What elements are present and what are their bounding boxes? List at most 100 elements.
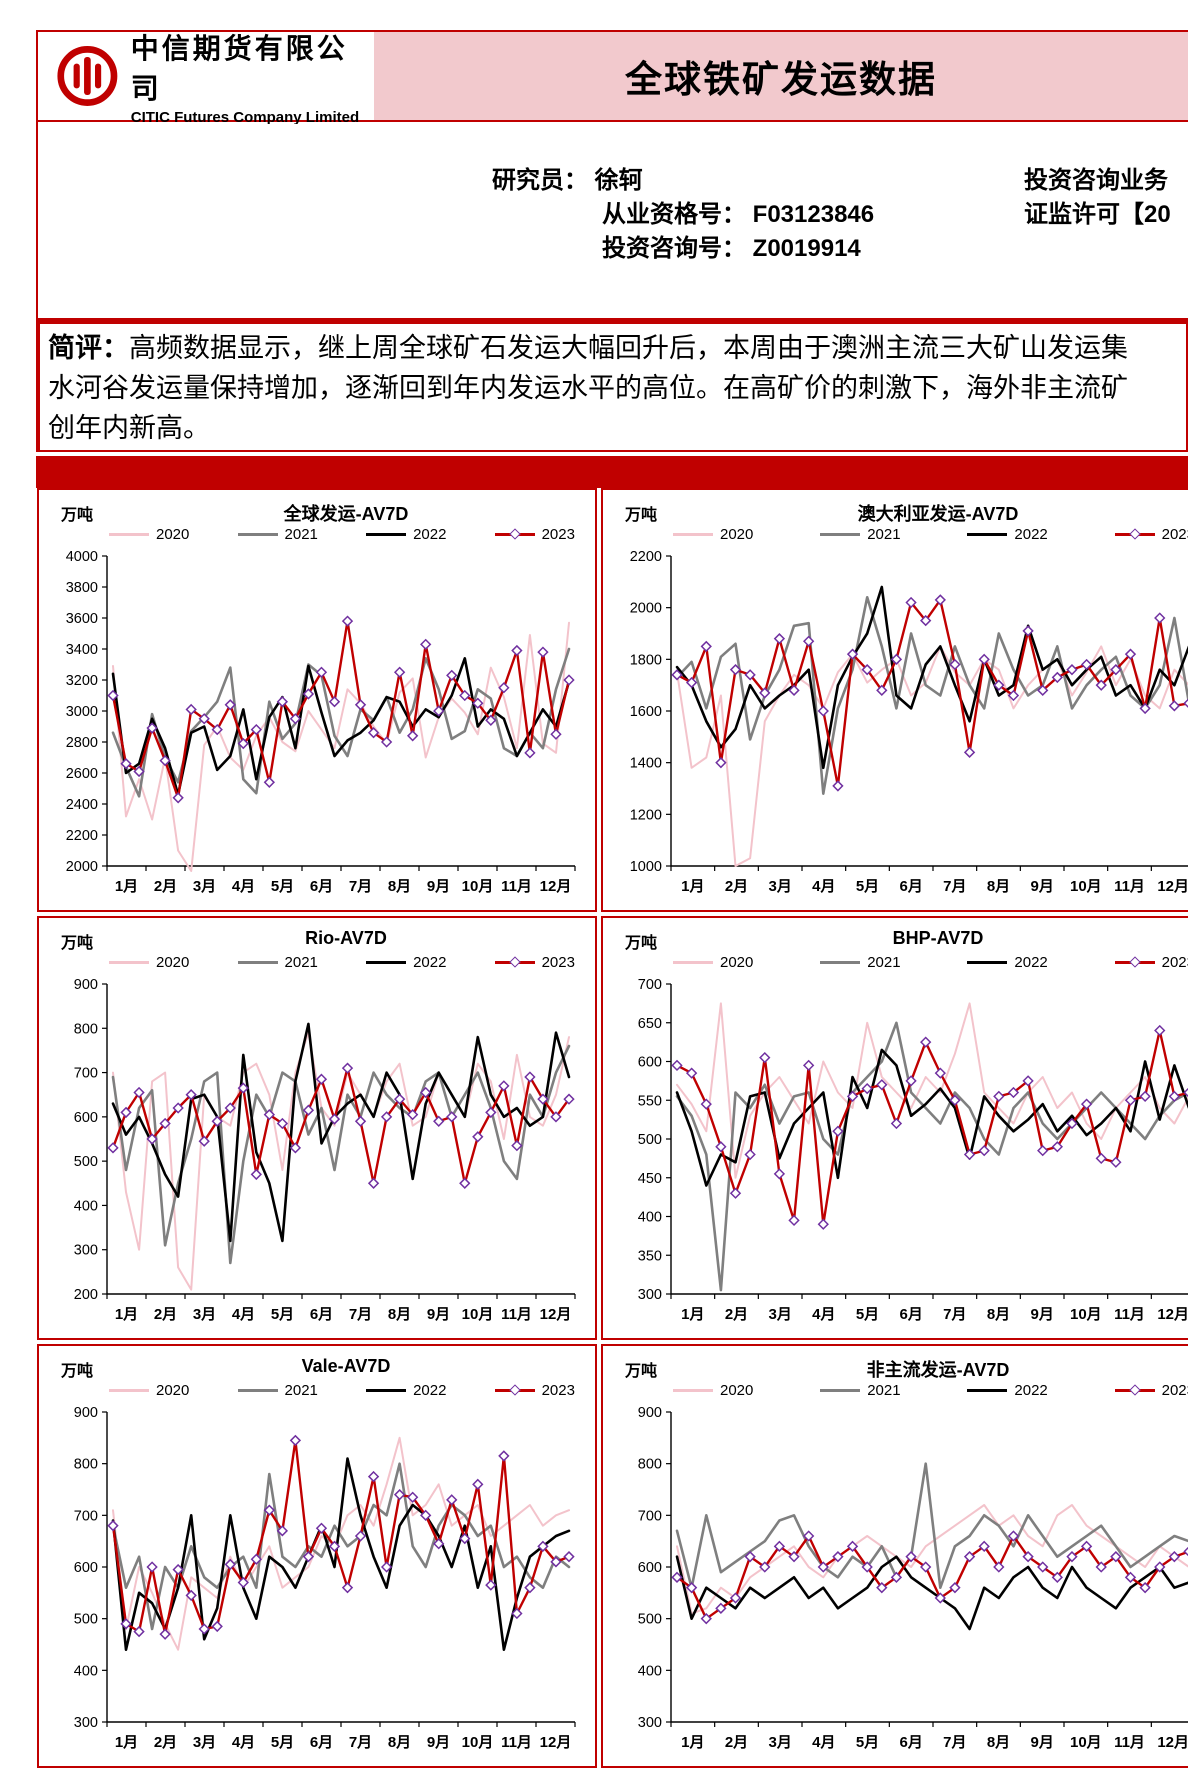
page-title: 全球铁矿发运数据 (625, 59, 937, 100)
legend-label: 2022 (413, 953, 447, 971)
svg-text:350: 350 (638, 1248, 662, 1264)
svg-text:1月: 1月 (681, 1306, 704, 1323)
legend-item-2023: 2023 (494, 1382, 575, 1399)
diamond-marker-icon (508, 956, 521, 968)
axis-unit-label: 万吨 (61, 935, 94, 952)
legend-line-swatch (967, 1388, 1008, 1392)
svg-text:1800: 1800 (630, 652, 662, 668)
legend-item-2022: 2022 (967, 954, 1048, 971)
legend-label: 2020 (720, 953, 754, 971)
svg-text:3400: 3400 (66, 642, 98, 658)
svg-text:2200: 2200 (630, 549, 662, 565)
svg-text:600: 600 (74, 1110, 98, 1126)
legend-line-diamond-swatch (494, 528, 535, 540)
legend-label: 2020 (156, 1381, 190, 1399)
svg-text:8月: 8月 (388, 878, 411, 895)
legend-label: 2020 (156, 953, 190, 971)
svg-text:4000: 4000 (66, 549, 98, 565)
svg-text:7月: 7月 (943, 1734, 966, 1751)
svg-text:650: 650 (638, 1016, 662, 1032)
svg-text:5月: 5月 (856, 878, 879, 895)
svg-text:500: 500 (638, 1612, 662, 1628)
svg-text:450: 450 (638, 1171, 662, 1187)
svg-text:12月: 12月 (540, 1306, 572, 1323)
legend-item-2021: 2021 (820, 1382, 901, 1399)
svg-text:700: 700 (74, 1508, 98, 1524)
license-line-1: 投资咨询业务 (1024, 167, 1168, 194)
svg-text:12月: 12月 (1157, 878, 1188, 895)
svg-text:400: 400 (74, 1663, 98, 1679)
legend-line-swatch (237, 960, 278, 964)
svg-text:1月: 1月 (115, 1734, 138, 1751)
legend-label: 2021 (867, 525, 901, 543)
svg-text:1月: 1月 (681, 1734, 704, 1751)
legend-label: 2020 (720, 525, 754, 543)
legend-item-2022: 2022 (366, 954, 446, 971)
legend-item-2023: 2023 (494, 954, 575, 971)
chart-legend: 2020 2021 2022 2023 (673, 952, 1188, 972)
legend-item-2021: 2021 (820, 525, 901, 543)
svg-text:4月: 4月 (232, 878, 255, 895)
svg-text:2000: 2000 (66, 859, 98, 875)
svg-text:300: 300 (638, 1287, 662, 1303)
legend-item-2021: 2021 (820, 953, 901, 971)
masthead: 中信期货有限公司 CITIC Futures Company Limited 全… (38, 30, 1188, 126)
svg-text:1600: 1600 (630, 704, 662, 720)
svg-text:7月: 7月 (943, 1306, 966, 1323)
svg-text:11月: 11月 (1114, 1306, 1145, 1323)
svg-text:3月: 3月 (768, 1306, 791, 1323)
svg-text:7月: 7月 (349, 1306, 372, 1323)
chart-title: Rio-AV7D (305, 928, 387, 948)
legend-item-2023: 2023 (1114, 1382, 1188, 1399)
legend-item-2021: 2021 (237, 953, 318, 971)
svg-text:8月: 8月 (987, 1306, 1010, 1323)
chart-title: 澳大利亚发运-AV7D (857, 504, 1019, 524)
report-title-band: 全球铁矿发运数据 (374, 32, 1188, 120)
svg-text:7月: 7月 (349, 1734, 372, 1751)
svg-text:4月: 4月 (812, 1734, 835, 1751)
qualification-line: 从业资格号： F03123846 (602, 201, 875, 228)
svg-text:3月: 3月 (193, 878, 216, 895)
chart-global-shipment: 万吨 全球发运-AV7D 2020 2021 2022 2023 4000 3800 360… (37, 488, 597, 912)
svg-text:5月: 5月 (856, 1306, 879, 1323)
svg-text:9月: 9月 (427, 1306, 450, 1323)
svg-text:8月: 8月 (388, 1306, 411, 1323)
svg-text:3月: 3月 (193, 1306, 216, 1323)
svg-text:6月: 6月 (899, 1734, 922, 1751)
svg-text:1月: 1月 (115, 878, 138, 895)
legend-item-2020: 2020 (109, 1382, 189, 1399)
svg-text:7月: 7月 (943, 878, 966, 895)
legend-item-2020: 2020 (673, 954, 753, 971)
chart-nonmainstream-shipment: 万吨 非主流发运-AV7D 2020 2021 2022 2023 900 800 700 6… (601, 1344, 1188, 1768)
legend-label: 2020 (156, 525, 190, 543)
legend-label: 2021 (867, 953, 901, 971)
svg-text:11月: 11月 (501, 1306, 532, 1323)
chart-legend: 2020 2021 2022 2023 (109, 524, 575, 544)
svg-text:1月: 1月 (115, 1306, 138, 1323)
svg-text:7月: 7月 (349, 878, 372, 895)
company-logo-area: 中信期货有限公司 CITIC Futures Company Limited (38, 32, 374, 126)
legend-line-diamond-swatch (1114, 1384, 1155, 1396)
legend-label: 2022 (1014, 525, 1048, 543)
legend-item-2022: 2022 (967, 1382, 1048, 1399)
svg-text:800: 800 (638, 1457, 662, 1473)
svg-text:3200: 3200 (66, 673, 98, 689)
company-name-en: CITIC Futures Company Limited (130, 108, 360, 126)
svg-text:800: 800 (74, 1021, 98, 1037)
svg-text:3月: 3月 (768, 1734, 791, 1751)
svg-text:8月: 8月 (388, 1734, 411, 1751)
svg-text:2200: 2200 (66, 828, 98, 844)
svg-text:400: 400 (74, 1198, 98, 1214)
plot-svg: 900 800 700 600 500 400 300 200 1月 2月 3月 4月 5月 6月 7月 8月… (74, 977, 576, 1323)
svg-text:4月: 4月 (232, 1306, 255, 1323)
svg-text:2400: 2400 (66, 797, 98, 813)
svg-text:9月: 9月 (1030, 878, 1053, 895)
legend-label: 2021 (284, 525, 318, 543)
svg-text:2月: 2月 (154, 878, 177, 895)
svg-text:3000: 3000 (66, 704, 98, 720)
chart-title: 全球发运-AV7D (283, 504, 409, 524)
legend-line-diamond-swatch (494, 1384, 535, 1396)
legend-label: 2022 (413, 525, 447, 543)
legend-label: 2021 (284, 953, 318, 971)
legend-line-swatch (237, 1388, 278, 1392)
